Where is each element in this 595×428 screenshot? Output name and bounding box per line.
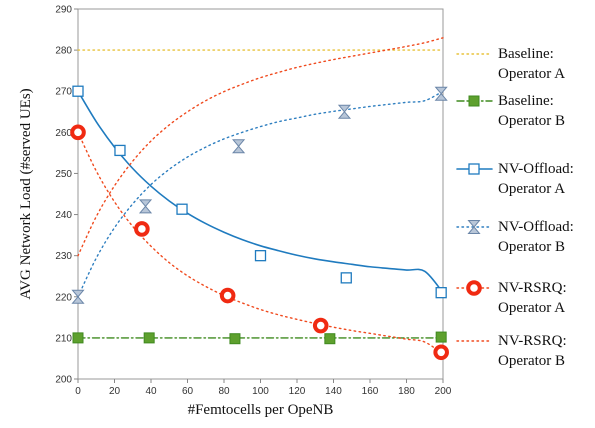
y-tick-label: 220 [55, 292, 72, 303]
x-tick-label: 80 [218, 386, 230, 397]
x-tick-label: 60 [182, 386, 194, 397]
legend-label: NV-RSRQ: [498, 280, 567, 296]
x-tick-label: 160 [362, 386, 379, 397]
data-point [71, 289, 85, 304]
series-4 [71, 86, 448, 304]
data-point [232, 139, 246, 154]
y-tick-label: 210 [55, 333, 72, 344]
data-point [435, 287, 447, 299]
data-point [433, 344, 449, 361]
legend-swatch-marker [468, 163, 480, 175]
legend-label: NV-Offload: [498, 161, 574, 177]
series-2 [72, 331, 447, 345]
series-line [77, 131, 444, 356]
y-tick-label: 240 [55, 210, 72, 221]
y-tick-label: 250 [55, 169, 72, 180]
legend-label: Baseline: [498, 46, 554, 62]
data-point [229, 333, 241, 345]
legend-label: Operator B [498, 353, 565, 369]
plot-frame [77, 8, 444, 380]
data-point [219, 287, 236, 304]
y-tick-label: 290 [55, 5, 72, 16]
data-point [254, 250, 267, 262]
series-6 [77, 37, 444, 257]
legend-label: Operator A [498, 66, 565, 82]
x-axis-title: #Femtocells per OpeNB [188, 402, 334, 418]
y-tick-label: 270 [55, 87, 72, 98]
series-layer [70, 37, 449, 361]
legend-item: NV-RSRQ: Operator B [456, 333, 567, 369]
legend-item: NV-RSRQ: Operator A [456, 280, 567, 316]
data-point [435, 331, 447, 343]
legend-label: Operator B [498, 113, 565, 129]
y-axis-title: AVG Network Load (#served UEs) [18, 88, 34, 299]
series-line [77, 90, 444, 294]
x-tick-label: 200 [435, 386, 452, 397]
legend-label: Operator B [498, 239, 565, 255]
legend-label: Operator A [498, 300, 565, 316]
legend-item: Baseline: Operator B [456, 93, 565, 129]
data-point [143, 332, 155, 344]
x-tick-label: 0 [75, 386, 81, 397]
x-tick-label: 120 [289, 386, 306, 397]
x-tick-label: 100 [252, 386, 269, 397]
legend-label: Baseline: [498, 93, 554, 109]
data-point [434, 86, 448, 101]
data-point [312, 317, 329, 334]
legend-item: NV-Offload: Operator A [456, 161, 574, 197]
legend-label: NV-RSRQ: [498, 333, 567, 349]
data-point [114, 144, 126, 157]
axes: 200 210 220 230 240 250 260 270 280 290 0 20 40 60 80 1… [55, 5, 451, 398]
legend-swatch-marker [466, 280, 482, 296]
legend-swatch-marker [467, 220, 481, 234]
legend-item: NV-Offload: Operator B [456, 219, 574, 255]
y-tick-label: 230 [55, 251, 72, 262]
legend-swatch-marker [468, 95, 480, 107]
legend-item: Baseline: Operator A [456, 46, 565, 82]
data-point [324, 333, 336, 345]
data-point [70, 124, 86, 141]
data-point [72, 332, 84, 344]
data-point [337, 104, 352, 119]
x-tick-label: 180 [398, 386, 415, 397]
data-point [72, 85, 84, 97]
series-5 [70, 124, 449, 361]
legend-label: Operator A [498, 181, 565, 197]
series-3 [72, 85, 447, 299]
series-line [77, 37, 444, 257]
data-point [134, 221, 150, 237]
series-line [77, 90, 444, 298]
y-tick-label: 280 [55, 46, 72, 57]
y-tick-label: 200 [55, 375, 72, 386]
legend-label: NV-Offload: [498, 219, 574, 235]
y-tick-label: 260 [55, 128, 72, 139]
data-point [176, 203, 188, 215]
data-point [138, 199, 153, 214]
data-point [340, 272, 352, 284]
x-tick-label: 40 [145, 386, 157, 397]
x-tick-label: 140 [325, 386, 342, 397]
x-tick-label: 20 [109, 386, 121, 397]
